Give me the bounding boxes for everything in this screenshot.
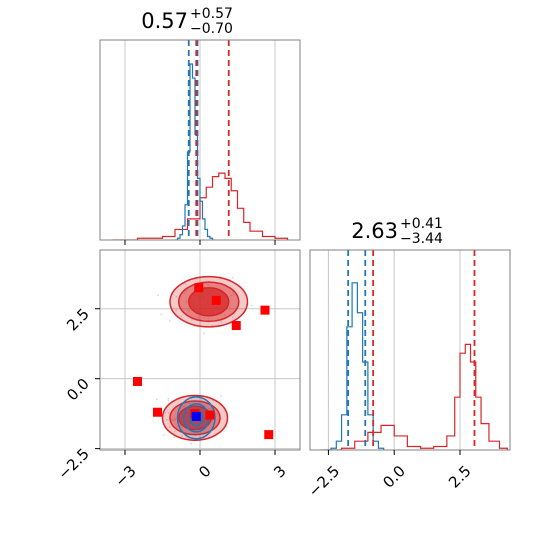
top-hist-blue [175,63,215,240]
sample-point [228,306,231,308]
joint-ytick-label-2: 2.5 [63,305,93,335]
sample-point [155,398,158,401]
joint-ytick-label-1: 0.0 [63,375,93,405]
joint-xtick-label-1: 0 [195,462,214,481]
sample-point [223,313,226,316]
joint-content [133,275,274,445]
sample-point [185,300,188,303]
sample-point [173,417,176,419]
sample-point [175,309,178,312]
sample-point [233,313,236,315]
right-hist-blue [325,282,385,450]
sample-point [168,320,171,322]
sample-point [185,302,188,304]
sample-point [175,295,178,298]
sample-point [189,402,191,405]
red-marker-3 [231,321,241,331]
red-marker-1 [211,295,221,305]
sample-point [232,293,235,296]
right-hist-red-group [320,343,508,450]
sample-point [207,283,210,286]
sample-point [220,321,223,323]
blue-marker-0 [191,411,201,421]
sample-point [231,276,234,279]
sample-point [176,425,179,428]
sample-point [184,282,187,285]
sample-point [166,418,168,421]
sample-point [170,419,173,422]
sample-point [230,294,233,297]
sample-point [220,395,222,398]
sample-point [215,412,217,415]
red-marker-4 [133,376,142,386]
sample-point [210,408,213,411]
sample-point [207,407,210,410]
top-hist-red-group [112,172,289,240]
right-title-lower: −3.44 [400,231,443,247]
sample-point [183,292,186,295]
top-title-lower: −0.70 [190,21,233,37]
joint-ytick-label-0: −2.5 [54,445,92,483]
sample-point [185,290,187,293]
sample-point [172,419,175,421]
sample-point [190,443,193,445]
sample-point [167,397,170,400]
sample-point [181,434,184,437]
sample-point [197,316,200,319]
top-title-value: 0.57 [141,9,188,33]
sample-point [173,430,176,433]
right-hist-red [320,343,508,450]
sample-point [203,332,205,335]
red-contour-0-2 [188,287,230,317]
sample-point [160,313,163,316]
sample-point [190,318,193,321]
sample-point [164,412,167,415]
sample-point [225,425,228,428]
joint-xtick-label-0: −3 [111,462,139,490]
sample-point [250,304,253,307]
red-marker-5 [153,407,162,417]
right-hist-blue-group [325,282,385,450]
sample-point [203,317,206,319]
sample-point [207,317,210,320]
top-hist-red [112,172,289,240]
joint-xtick-label-2: 3 [270,462,289,481]
right-xtick-label-2: 2.5 [445,462,475,492]
sample-point [183,405,186,408]
red-marker-8 [264,430,274,440]
sample-point [181,406,184,408]
sample-point [167,412,170,414]
sample-point [200,399,203,402]
right-title-value: 2.63 [351,219,398,243]
sample-point [162,434,165,436]
red-marker-6 [205,410,215,420]
sample-point [231,316,234,318]
sample-point [169,426,171,429]
sample-point [187,309,190,312]
sample-point [157,294,159,297]
sample-point [199,440,202,443]
right-frame [309,249,511,451]
red-marker-2 [260,305,270,315]
right-xtick-label-1: 0.0 [379,462,409,492]
sample-point [174,418,177,421]
right-title-upper: +0.41 [400,216,443,232]
sample-point [173,436,176,439]
top-hist-blue-group [175,63,215,240]
right-xtick-label-0: −2.5 [305,462,343,500]
sample-point [167,399,170,402]
sample-point [180,315,183,317]
top-title-upper: +0.57 [190,6,233,22]
red-marker-0 [194,283,204,293]
sample-point [211,419,214,421]
